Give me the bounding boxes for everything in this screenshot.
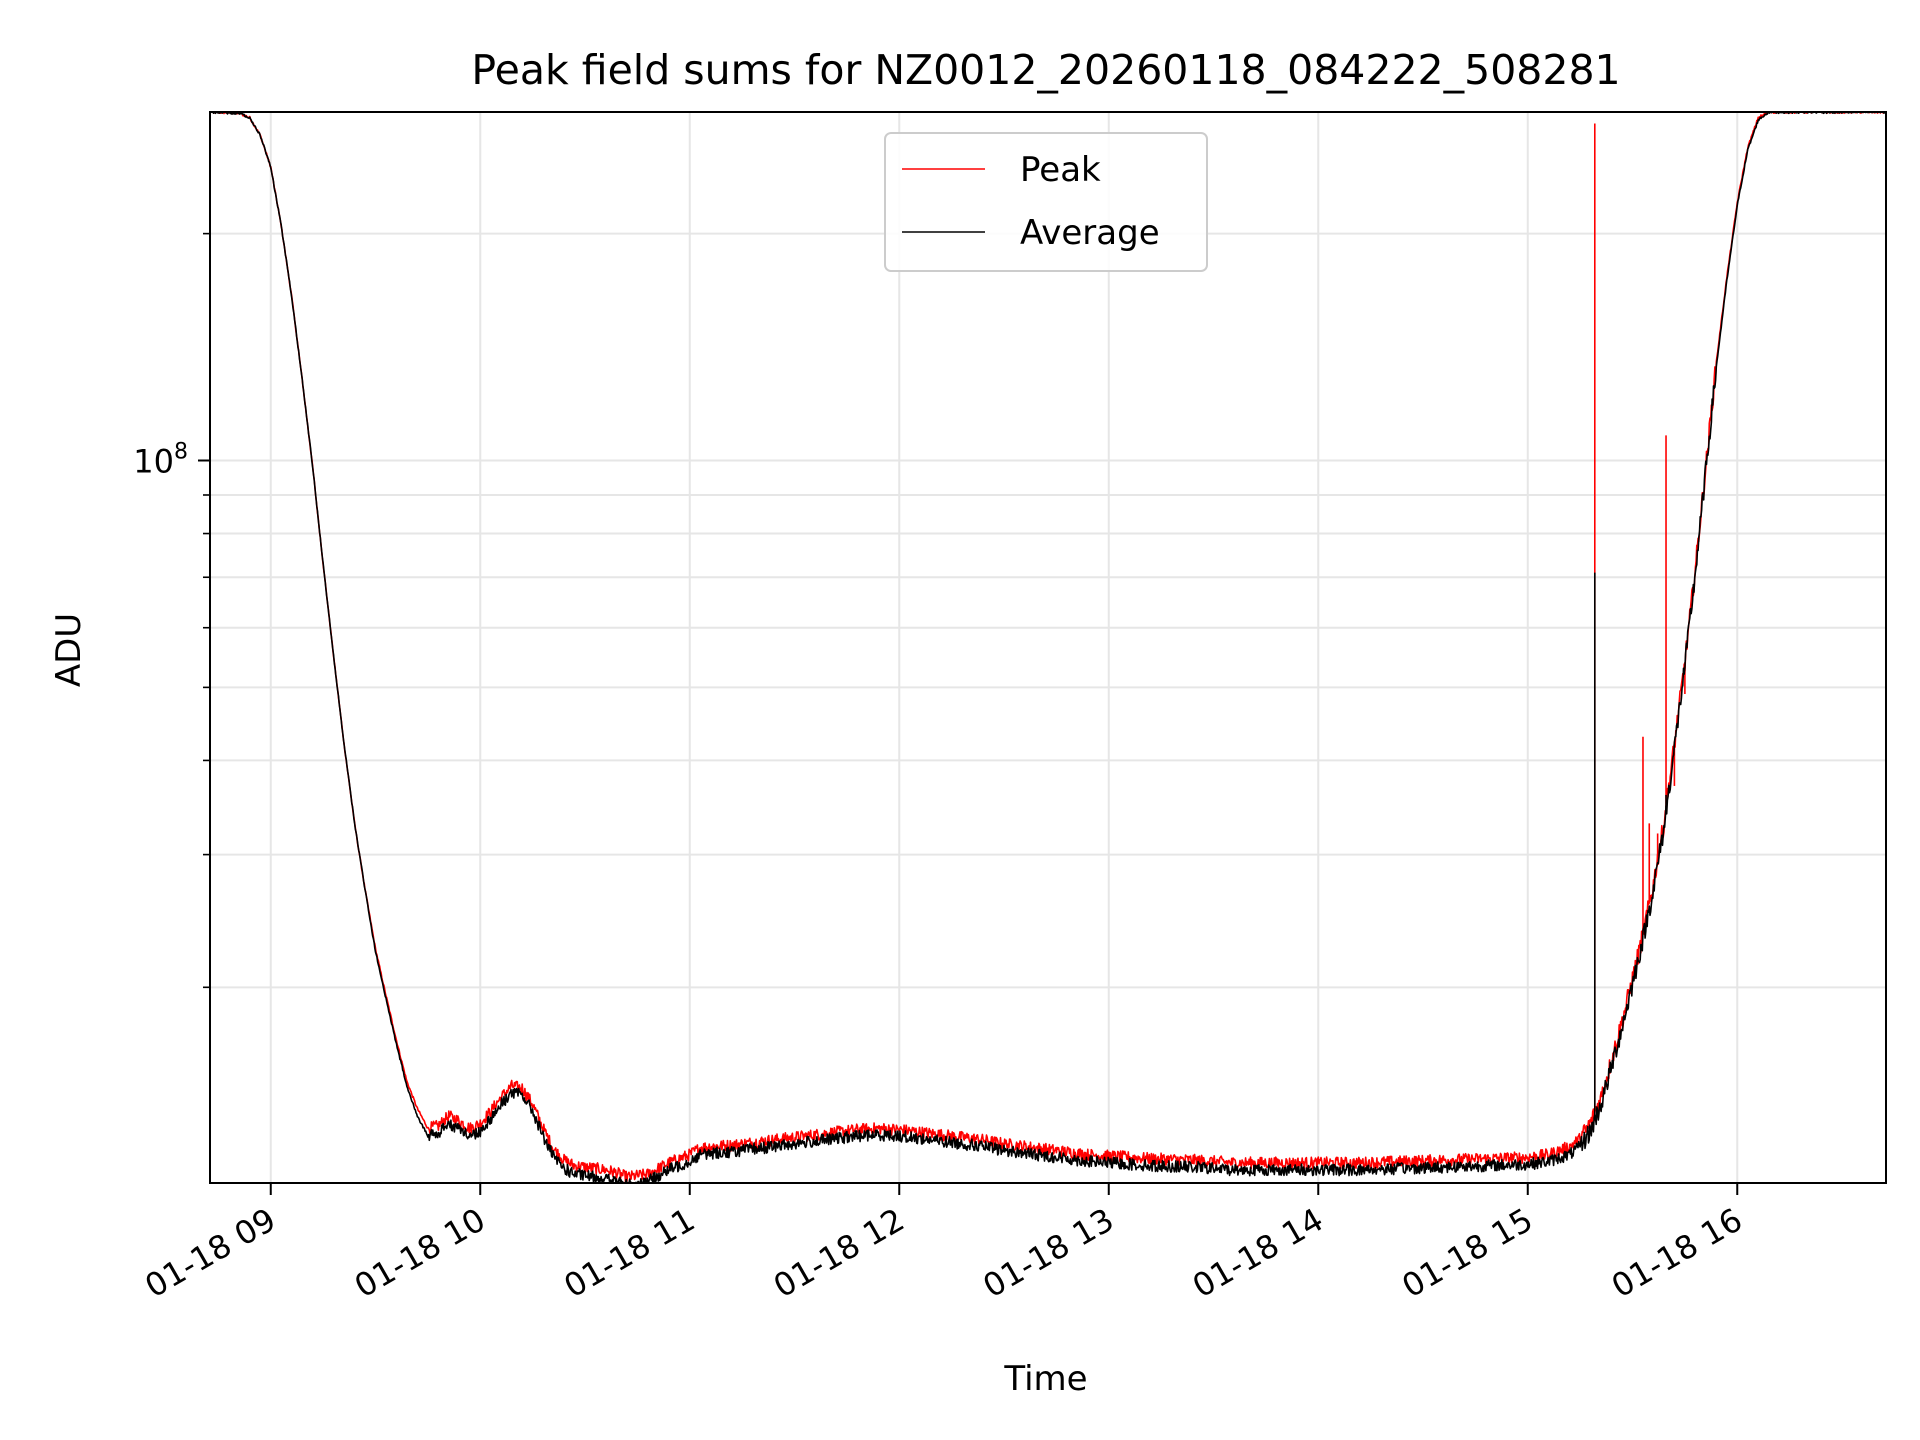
y-tick-label: 108 [133,440,188,481]
series-layer [209,111,1887,1184]
series-line-peak [209,111,1887,1184]
chart-title: Peak field sums for NZ0012_20260118_0842… [471,46,1620,94]
series-line-average [209,111,1887,1184]
x-tick-label: 01-18 09 [138,1200,282,1305]
legend-label-average: Average [1020,213,1160,253]
x-tick-label: 01-18 13 [976,1200,1120,1305]
legend: Peak Average [884,132,1208,272]
y-axis-label: ADU [49,613,89,687]
plot-frame [209,111,1887,1184]
legend-label-peak: Peak [1020,150,1101,190]
x-tick-label: 01-18 11 [557,1200,701,1305]
x-axis-label: Time [1003,1359,1087,1399]
grid [210,112,1886,1183]
x-tick-label: 01-18 12 [767,1200,911,1305]
x-tick-label: 01-18 16 [1605,1200,1749,1305]
x-tick-label: 01-18 15 [1395,1200,1539,1305]
x-tick-label: 01-18 10 [348,1200,492,1305]
legend-box [884,132,1208,272]
series-peak [209,111,1887,1184]
series-average [209,111,1887,1184]
x-tick-label: 01-18 14 [1186,1200,1330,1305]
ticks: 01-18 09 01-18 10 01-18 11 01-18 12 01-18 13… [133,232,1749,1305]
